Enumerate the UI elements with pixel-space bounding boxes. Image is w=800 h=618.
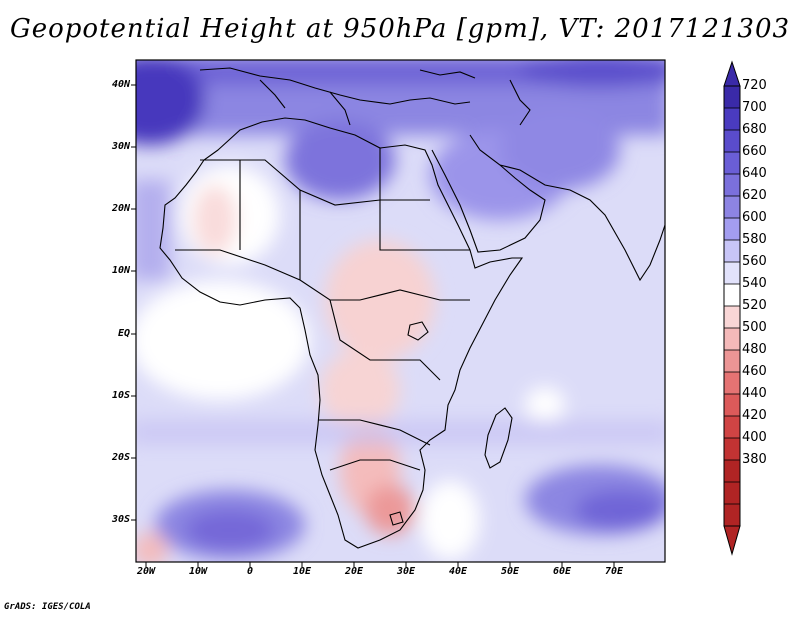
- axis-ticks: [131, 84, 615, 567]
- colorbar-label: 640: [742, 166, 767, 181]
- lon-label: 10E: [292, 566, 312, 577]
- colorbar-label: 700: [742, 100, 767, 115]
- lat-label: 30S: [111, 514, 130, 525]
- colorbar-label: 400: [742, 430, 767, 445]
- height-field: [136, 60, 665, 562]
- lat-label: 20N: [111, 203, 130, 214]
- colorbar-label: 380: [742, 452, 767, 467]
- lat-label: 20S: [111, 452, 130, 463]
- coastlines: [159, 67, 665, 549]
- lon-label: 0: [246, 566, 254, 577]
- colorbar-label: 720: [742, 78, 767, 93]
- footer-credit: GrADS: IGES/COLA: [4, 602, 91, 612]
- colorbar-bottom-arrow: [723, 525, 741, 556]
- colorbar-top-arrow: [723, 60, 741, 87]
- map-title: Geopotential Height at 950hPa [gpm], VT:…: [9, 14, 791, 44]
- colorbar: [723, 60, 741, 556]
- lon-label: 70E: [604, 566, 624, 577]
- lat-label: 10N: [111, 265, 130, 276]
- colorbar-label: 440: [742, 386, 767, 401]
- colorbar-label: 580: [742, 232, 767, 247]
- lon-label: 40E: [448, 566, 468, 577]
- map-frame: [135, 59, 666, 563]
- colorbar-label: 420: [742, 408, 767, 423]
- lon-label: 10W: [188, 566, 208, 577]
- lat-label: EQ: [117, 328, 130, 339]
- lat-label: 10S: [111, 390, 130, 401]
- lat-label: 30N: [111, 141, 130, 152]
- colorbar-label: 620: [742, 188, 767, 203]
- colorbar-label: 680: [742, 122, 767, 137]
- colorbar-label: 460: [742, 364, 767, 379]
- colorbar-label: 660: [742, 144, 767, 159]
- lon-label: 20W: [136, 566, 156, 577]
- colorbar-label: 540: [742, 276, 767, 291]
- lon-label: 20E: [344, 566, 364, 577]
- lon-label: 60E: [552, 566, 572, 577]
- lat-label: 40N: [111, 79, 130, 90]
- colorbar-label: 500: [742, 320, 767, 335]
- colorbar-label: 480: [742, 342, 767, 357]
- colorbar-label: 520: [742, 298, 767, 313]
- colorbar-label: 600: [742, 210, 767, 225]
- colorbar-label: 560: [742, 254, 767, 269]
- lon-label: 30E: [396, 566, 416, 577]
- lon-label: 50E: [500, 566, 520, 577]
